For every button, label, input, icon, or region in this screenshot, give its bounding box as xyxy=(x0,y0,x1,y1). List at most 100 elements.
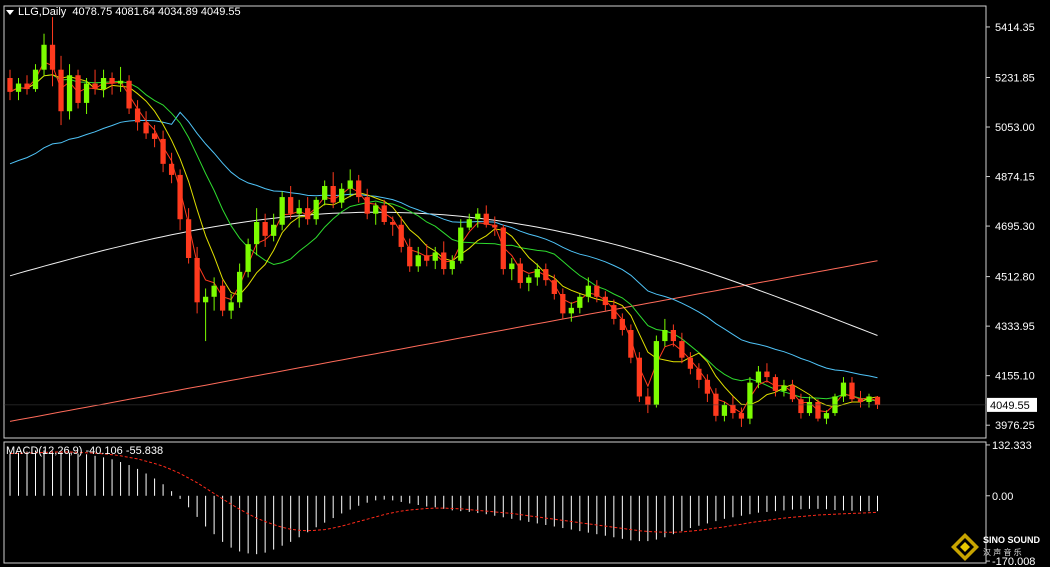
candle-body xyxy=(688,358,693,369)
candle-body xyxy=(237,272,242,302)
candle-body xyxy=(662,330,667,341)
candle-body xyxy=(781,385,786,391)
candle-body xyxy=(764,372,769,378)
candle-body xyxy=(263,222,268,236)
candle-body xyxy=(7,78,12,92)
candle xyxy=(356,175,361,203)
candle xyxy=(297,200,302,228)
candle-body xyxy=(501,228,506,270)
candle xyxy=(620,313,625,335)
candle xyxy=(637,352,642,402)
price-tick-label: 5231.85 xyxy=(995,72,1035,84)
candle-body xyxy=(41,45,46,70)
candle xyxy=(875,396,880,409)
candle-body xyxy=(126,81,131,109)
candle xyxy=(126,75,131,114)
candle-body xyxy=(628,330,633,358)
ma-slow-line xyxy=(10,75,878,401)
candle xyxy=(322,180,327,205)
candle-body xyxy=(186,219,191,258)
candle xyxy=(654,336,659,408)
candle-body xyxy=(492,225,497,228)
candle xyxy=(866,394,871,408)
candle-body xyxy=(356,180,361,197)
candle xyxy=(24,75,29,94)
candle-body xyxy=(297,208,302,214)
candle-body xyxy=(314,200,319,219)
candle xyxy=(569,302,574,321)
candle xyxy=(416,247,421,272)
candle-body xyxy=(254,222,259,244)
candle xyxy=(280,192,285,231)
candle xyxy=(841,377,846,402)
candle-body xyxy=(305,208,310,219)
candle xyxy=(407,239,412,272)
candle-body xyxy=(118,81,123,84)
price-tick-label: 5414.35 xyxy=(995,22,1035,34)
candle xyxy=(824,410,829,424)
candle xyxy=(101,70,106,98)
candle-body xyxy=(331,186,336,203)
candle xyxy=(560,288,565,318)
candle-body xyxy=(798,399,803,413)
candle xyxy=(764,363,769,382)
candle xyxy=(7,70,12,100)
dropdown-triangle-icon[interactable] xyxy=(6,10,14,15)
candle-body xyxy=(143,122,148,133)
candle-body xyxy=(866,396,871,402)
candle-body xyxy=(518,264,523,283)
candle-body xyxy=(416,255,421,266)
candle xyxy=(177,169,182,230)
candle-body xyxy=(84,84,89,103)
candle-body xyxy=(475,214,480,220)
candle xyxy=(509,258,514,280)
macd-header: MACD(12,26,9) -40.106 -55.838 xyxy=(6,445,163,457)
candle-body xyxy=(858,399,863,402)
candle-body xyxy=(399,225,404,247)
price-tick-label: 5053.00 xyxy=(995,122,1035,134)
candle xyxy=(75,70,80,109)
candle-body xyxy=(92,84,97,90)
candle-body xyxy=(756,372,761,383)
candle-body xyxy=(722,405,727,416)
chart-header: LLG,Daily 4078.75 4081.64 4034.89 4049.5… xyxy=(6,6,241,18)
candle xyxy=(390,216,395,235)
ohlc-values: 4078.75 4081.64 4034.89 4049.55 xyxy=(72,6,240,18)
candle-body xyxy=(135,108,140,122)
candle xyxy=(92,70,97,95)
candle xyxy=(628,324,633,363)
logo: SINO SOUND 汉 声 音 乐 xyxy=(950,532,1046,564)
candle-body xyxy=(211,286,216,297)
candle-body xyxy=(594,286,599,297)
candle xyxy=(781,380,786,397)
candle-body xyxy=(730,405,735,413)
candle xyxy=(41,34,46,76)
candle-body xyxy=(560,294,565,313)
candle-body xyxy=(101,78,106,89)
candle xyxy=(203,288,208,341)
candle-body xyxy=(365,197,370,214)
candle-body xyxy=(373,205,378,213)
candle xyxy=(143,111,148,139)
candle xyxy=(603,291,608,310)
candle-body xyxy=(577,297,582,308)
candle-body xyxy=(739,413,744,419)
candle xyxy=(348,169,353,197)
candle-body xyxy=(705,380,710,394)
candle-body xyxy=(220,286,225,311)
candle xyxy=(645,388,650,413)
candle xyxy=(552,275,557,300)
logo-subtitle: 汉 声 音 乐 xyxy=(983,547,1022,558)
candle-body xyxy=(228,302,233,310)
candle xyxy=(339,183,344,208)
candle-body xyxy=(654,341,659,405)
candle-body xyxy=(203,297,208,303)
candle-body xyxy=(160,139,165,164)
candle-body xyxy=(611,305,616,319)
candle-body xyxy=(696,369,701,380)
macd-tick-label: 0.00 xyxy=(992,491,1013,503)
candle-body xyxy=(526,277,531,283)
candle xyxy=(671,324,676,346)
candle-body xyxy=(543,269,548,280)
